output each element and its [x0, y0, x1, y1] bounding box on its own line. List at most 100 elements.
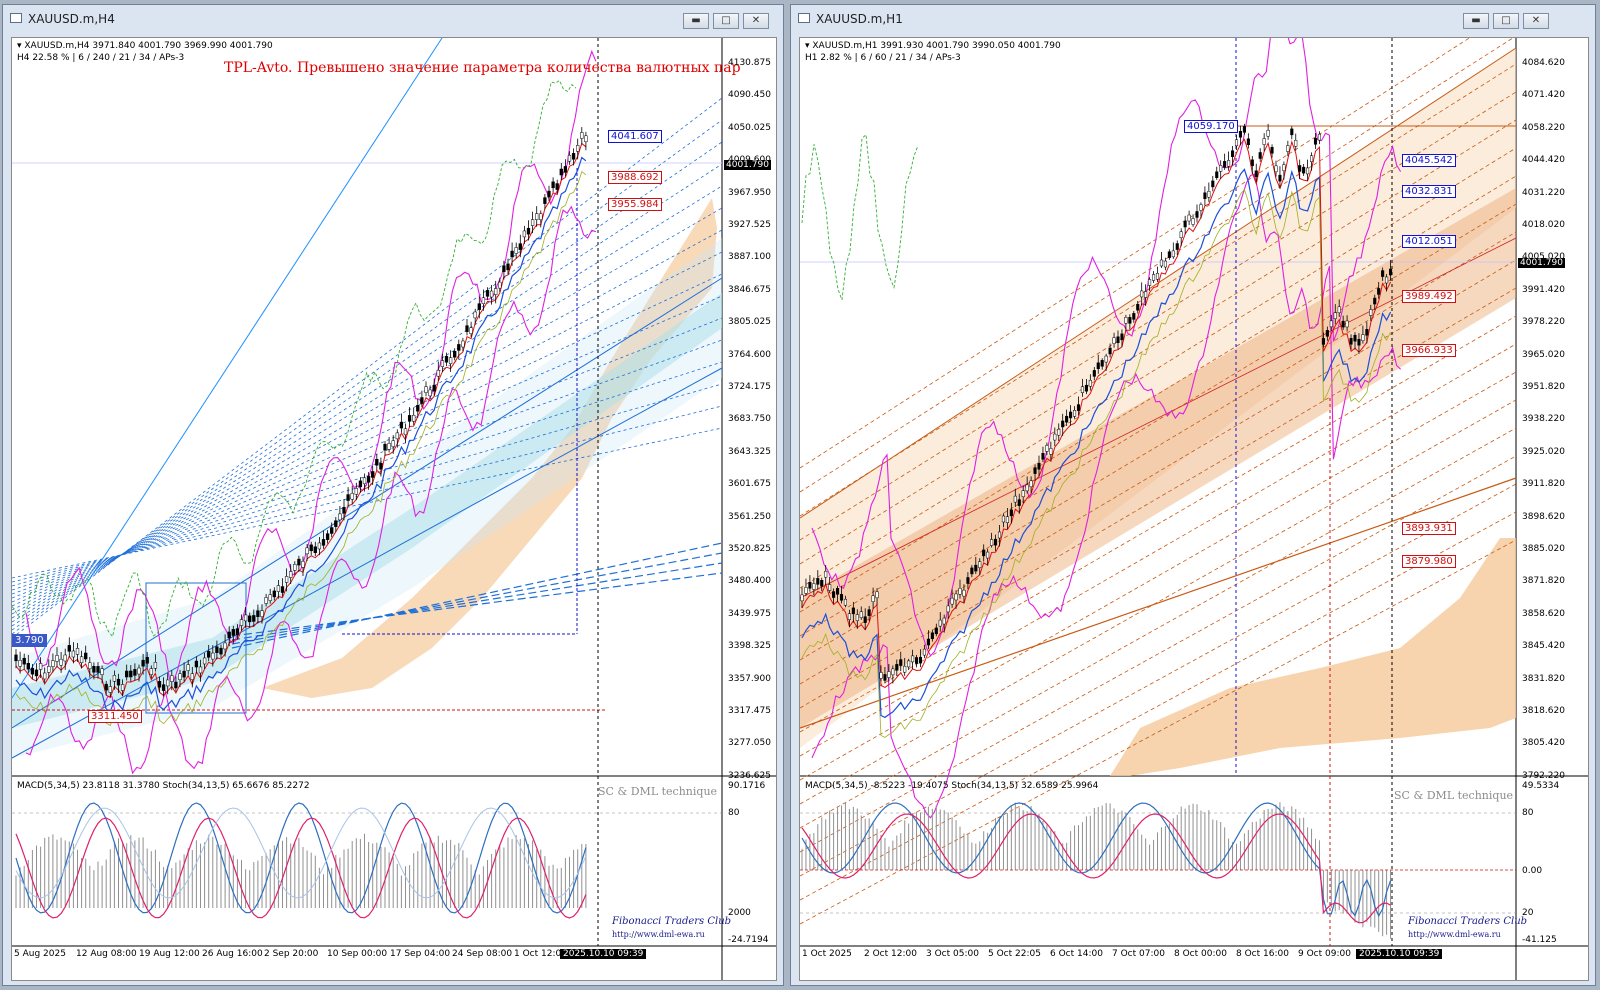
- candle-body: [816, 578, 820, 585]
- chart-window-h1[interactable]: XAUUSD.m,H1 ▬ □ ✕ ▾ XAUUSD.m,H1 3991.930…: [790, 4, 1596, 986]
- fib-fan-line: [12, 361, 723, 591]
- candle-body: [997, 531, 1002, 539]
- candle-body: [958, 588, 962, 595]
- candle-body: [855, 614, 859, 621]
- maximize-button[interactable]: □: [1493, 13, 1519, 29]
- url-text: http://www.dml-ewa.ru: [612, 930, 705, 939]
- candle-body: [305, 547, 309, 555]
- indicator-tick: 80: [1522, 808, 1534, 818]
- candle-body: [1274, 165, 1278, 173]
- minimize-button[interactable]: ▬: [1463, 13, 1489, 29]
- candle-body: [1029, 480, 1033, 488]
- channel-line: [800, 119, 1517, 565]
- indicator-tick: 90.1716: [728, 781, 766, 791]
- candle-body: [190, 673, 194, 680]
- indicator-tick: 2000: [728, 908, 751, 918]
- price-tick: 3277.050: [728, 738, 771, 749]
- chart-area[interactable]: ▾ XAUUSD.m,H1 3991.930 4001.790 3990.050…: [799, 37, 1589, 981]
- price-tick: 4031.220: [1522, 187, 1565, 198]
- candle-body: [1231, 150, 1235, 157]
- candle-body: [847, 613, 851, 620]
- minimize-button[interactable]: ▬: [683, 13, 709, 29]
- candle-body: [498, 281, 502, 289]
- club-text: Fibonacci Traders Club: [612, 916, 732, 927]
- candle-body: [1100, 360, 1104, 367]
- candle-body: [839, 594, 844, 601]
- candle-body: [436, 369, 440, 377]
- channel-line: [800, 147, 1517, 589]
- price-tick: 3601.675: [728, 479, 771, 490]
- date-tick: 12 Aug 08:00: [76, 949, 137, 959]
- chart-canvas[interactable]: [800, 38, 1589, 981]
- channel-line: [800, 427, 1517, 829]
- candle-body: [1045, 445, 1049, 452]
- channel-line: [800, 38, 1471, 469]
- candle-body: [354, 488, 358, 495]
- candle-body: [812, 583, 816, 590]
- candle-body: [1373, 297, 1377, 305]
- candle-body: [1037, 463, 1041, 470]
- date-tick: 19 Aug 12:00: [139, 949, 200, 959]
- candle-body: [178, 673, 182, 680]
- candle-body: [383, 443, 387, 451]
- date-tick: 24 Sep 08:00: [452, 949, 513, 959]
- price-level-label: 4041.607: [608, 130, 662, 143]
- candle-body: [915, 657, 919, 664]
- magenta-indicator: [25, 205, 597, 775]
- candle-body: [1073, 410, 1077, 417]
- price-tick: 3991.420: [1522, 284, 1565, 295]
- candle-body: [1155, 273, 1160, 280]
- candle-body: [580, 132, 584, 139]
- box-line: [145, 582, 247, 714]
- candle-body: [358, 480, 363, 488]
- candle-body: [120, 684, 125, 691]
- price-tick: 3858.620: [1522, 608, 1565, 619]
- chart-canvas[interactable]: [12, 38, 777, 981]
- candle-body: [1377, 288, 1381, 295]
- magenta-indicator: [811, 173, 1401, 819]
- candle-body: [1013, 495, 1017, 503]
- fib-fan-line: [12, 119, 723, 635]
- channel-line: [800, 315, 1517, 733]
- title-bar[interactable]: XAUUSD.m,H1 ▬ □ ✕: [791, 5, 1595, 33]
- symbol-header: ▾ XAUUSD.m,H4 3971.840 4001.790 3969.990…: [17, 41, 273, 51]
- candle-body: [974, 564, 978, 572]
- price-level-label: 3893.931: [1402, 522, 1456, 535]
- candle-body: [67, 645, 71, 652]
- price-level-label: 3989.492: [1402, 290, 1456, 303]
- candle-body: [1021, 490, 1025, 498]
- candle-body: [1242, 126, 1246, 133]
- candle-body: [1270, 147, 1274, 154]
- date-tick: 6 Oct 14:00: [1050, 949, 1103, 959]
- chart-window-h4[interactable]: XAUUSD.m,H4 ▬ □ ✕ ▾ XAUUSD.m,H4 3971.840…: [2, 4, 784, 986]
- price-level-label: 3966.933: [1402, 344, 1456, 357]
- candle-body: [1092, 370, 1096, 377]
- close-button[interactable]: ✕: [743, 13, 769, 29]
- candle-body: [1025, 484, 1029, 492]
- candle-body: [264, 597, 268, 604]
- candle-body: [1084, 384, 1088, 392]
- candle-body: [518, 243, 522, 250]
- candle-body: [1365, 329, 1369, 336]
- candle-body: [1313, 138, 1318, 145]
- indicator-header: MACD(5,34,5) -8.5223 -19.4075 Stoch(34,1…: [805, 781, 1099, 791]
- close-button[interactable]: ✕: [1523, 13, 1549, 29]
- title-bar[interactable]: XAUUSD.m,H4 ▬ □ ✕: [3, 5, 783, 33]
- candle-body: [227, 631, 231, 639]
- candle-body: [824, 570, 828, 578]
- candle-body: [362, 477, 367, 485]
- maximize-button[interactable]: □: [713, 13, 739, 29]
- kijun-line: [15, 156, 587, 713]
- candle-body: [1349, 338, 1353, 345]
- price-level-label: 4059.170: [1184, 120, 1238, 133]
- candle-body: [555, 183, 559, 190]
- stoch-signal: [15, 817, 587, 919]
- price-tick: 3911.820: [1522, 479, 1565, 490]
- candle-body: [1250, 159, 1254, 167]
- channel-line: [800, 259, 1517, 685]
- chart-area[interactable]: ▾ XAUUSD.m,H4 3971.840 4001.790 3969.990…: [11, 37, 777, 981]
- median-line: [800, 237, 1517, 599]
- window-title: XAUUSD.m,H4: [28, 12, 115, 26]
- candle-body: [71, 650, 76, 658]
- price-tick: 4130.875: [728, 58, 771, 68]
